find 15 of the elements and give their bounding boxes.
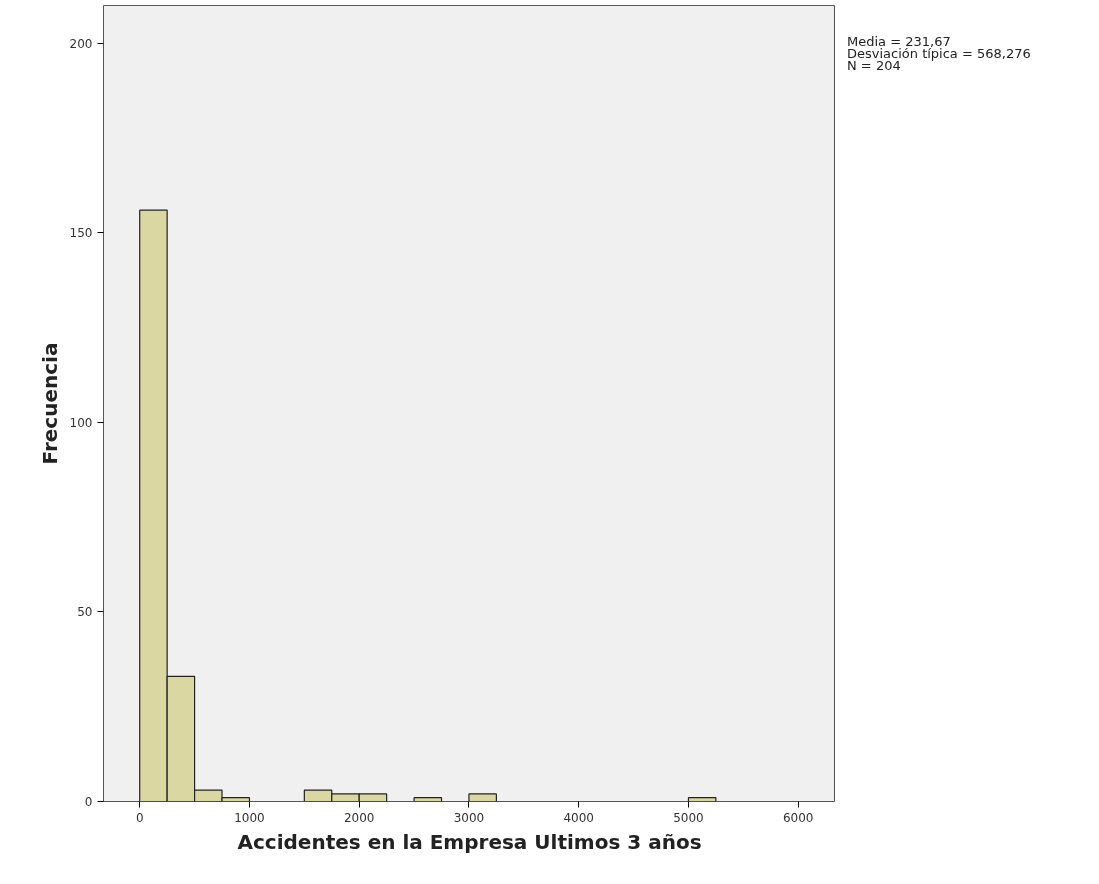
x-tick-label: 2000: [343, 810, 375, 825]
y-tick-label: 100: [69, 415, 93, 430]
x-tick-label: 4000: [563, 810, 594, 825]
x-tick-label: 3000: [453, 810, 485, 825]
y-tick-label: 150: [69, 226, 93, 241]
text: N = 204: [847, 58, 901, 73]
y-axis-title: Frecuencia: [37, 342, 62, 465]
x-tick-label: 5000: [673, 810, 704, 825]
y-tick-label: 0: [84, 795, 93, 809]
y-tick-label: 200: [69, 36, 93, 51]
x-tick-label: 6000: [782, 810, 814, 825]
x-axis-title: Accidentes en la Empresa Ultimos 3 años: [237, 829, 702, 854]
y-tick-label: 50: [77, 605, 93, 620]
x-tick-label: 0: [135, 810, 144, 825]
x-tick-label: 1000: [234, 810, 265, 825]
